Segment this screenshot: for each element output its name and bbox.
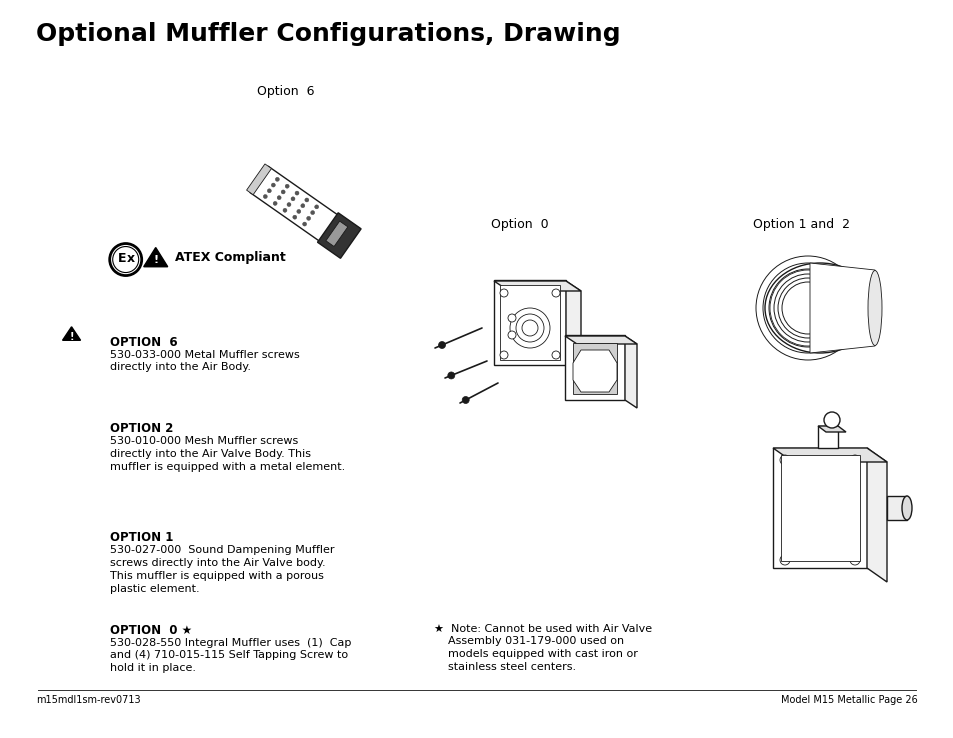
Circle shape [823,412,840,428]
Text: OPTION  0 ★: OPTION 0 ★ [110,624,192,637]
Polygon shape [250,166,350,249]
Ellipse shape [901,496,911,520]
FancyBboxPatch shape [573,343,617,394]
Circle shape [300,204,305,207]
Circle shape [294,191,298,195]
Text: Option  0: Option 0 [491,218,548,231]
Polygon shape [809,263,874,353]
Text: ATEX Compliant: ATEX Compliant [174,251,285,264]
Circle shape [849,555,859,565]
FancyBboxPatch shape [564,335,624,400]
Circle shape [275,177,279,182]
Circle shape [780,555,789,565]
Circle shape [785,484,849,548]
Text: Optional Muffler Configurations, Drawing: Optional Muffler Configurations, Drawing [36,22,620,46]
Text: 530-027-000  Sound Dampening Muffler
screws directly into the Air Valve body.
Th: 530-027-000 Sound Dampening Muffler scre… [110,545,334,593]
Circle shape [283,208,287,213]
Circle shape [521,320,537,336]
Circle shape [507,314,516,322]
Circle shape [447,372,455,379]
Circle shape [267,189,271,193]
Text: 530-033-000 Metal Muffler screws
directly into the Air Body.: 530-033-000 Metal Muffler screws directl… [110,350,299,373]
FancyBboxPatch shape [772,448,867,568]
Polygon shape [624,336,637,408]
Polygon shape [317,213,361,258]
Circle shape [499,351,507,359]
FancyBboxPatch shape [817,426,837,448]
Text: 530-010-000 Mesh Muffler screws
directly into the Air Valve Body. This
muffler i: 530-010-000 Mesh Muffler screws directly… [110,436,345,472]
Text: OPTION 2: OPTION 2 [110,422,172,435]
Polygon shape [573,350,617,392]
Polygon shape [63,327,80,340]
Text: 530-028-550 Integral Muffler uses  (1)  Cap
and (4) 710-015-115 Self Tapping Scr: 530-028-550 Integral Muffler uses (1) Ca… [110,638,351,673]
Circle shape [273,201,276,205]
Circle shape [311,210,314,215]
Circle shape [263,195,267,199]
Circle shape [314,205,318,209]
Text: Option  6: Option 6 [257,85,314,98]
Circle shape [296,210,300,213]
Circle shape [552,351,559,359]
Circle shape [293,215,296,219]
Text: ★  Note: Cannot be used with Air Valve
    Assembly 031-179-000 used on
    mode: ★ Note: Cannot be used with Air Valve As… [434,624,652,672]
Text: !: ! [70,331,73,342]
Text: Option 1 and  2: Option 1 and 2 [752,218,849,231]
Circle shape [302,222,306,226]
Circle shape [516,314,543,342]
Circle shape [281,190,285,194]
Circle shape [277,196,281,200]
Polygon shape [886,496,906,520]
Circle shape [305,198,309,202]
Text: OPTION  6: OPTION 6 [110,336,177,349]
Text: !: ! [153,255,158,265]
Circle shape [849,455,859,465]
FancyBboxPatch shape [494,280,565,365]
Polygon shape [565,281,580,375]
Circle shape [287,202,291,207]
Circle shape [285,184,289,188]
Text: m15mdl1sm-rev0713: m15mdl1sm-rev0713 [36,695,141,705]
Text: OPTION 1: OPTION 1 [110,531,172,545]
Circle shape [306,216,311,221]
Text: E: E [117,252,126,265]
Circle shape [793,492,841,540]
Circle shape [510,308,550,348]
Ellipse shape [867,271,882,345]
Circle shape [438,342,445,348]
Polygon shape [144,247,168,266]
Circle shape [507,331,516,339]
Circle shape [461,396,469,404]
Polygon shape [817,426,845,432]
Circle shape [552,289,559,297]
Polygon shape [246,164,272,195]
Polygon shape [494,281,580,291]
FancyBboxPatch shape [499,285,559,360]
Circle shape [271,183,275,187]
Ellipse shape [764,263,874,353]
Text: Model M15 Metallic Page 26: Model M15 Metallic Page 26 [781,695,917,705]
Circle shape [291,197,294,201]
Circle shape [780,455,789,465]
Polygon shape [326,221,348,246]
Polygon shape [772,448,886,462]
Polygon shape [564,336,637,344]
Polygon shape [866,448,886,582]
Circle shape [769,270,845,346]
Circle shape [499,289,507,297]
Circle shape [811,510,823,522]
FancyBboxPatch shape [781,455,859,561]
Circle shape [803,502,831,530]
Text: x: x [127,252,134,265]
